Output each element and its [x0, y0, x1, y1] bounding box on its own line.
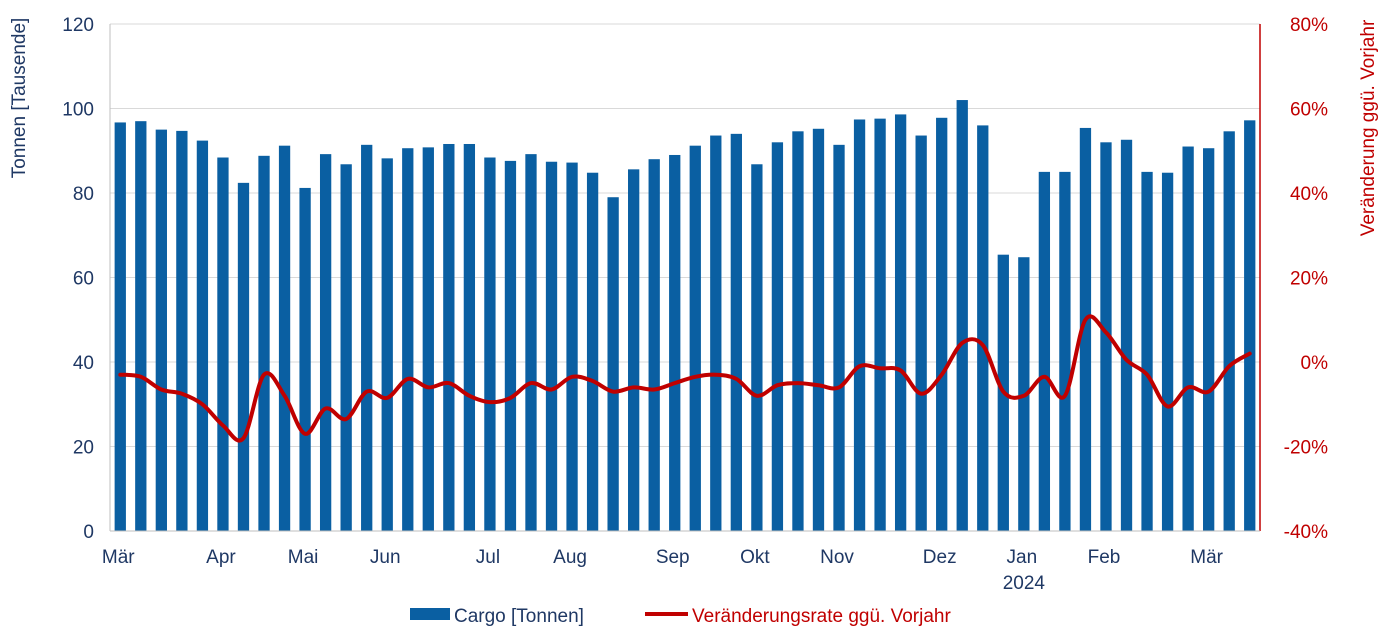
x-tick-12: Mär	[1190, 547, 1223, 568]
bar-cargo-50	[1141, 171, 1153, 531]
bar-cargo-54	[1223, 131, 1235, 531]
y-tick-right-5: 60%	[1290, 100, 1328, 121]
x-tick-10: Jan	[1007, 547, 1038, 568]
bar-cargo-13	[381, 158, 393, 532]
y-tick-left-5: 100	[62, 100, 94, 121]
bar-cargo-5	[217, 157, 229, 531]
x-tick-0: Mär	[102, 547, 135, 568]
bar-cargo-45	[1038, 171, 1051, 531]
bar-cargo-25	[628, 169, 640, 531]
bar-cargo-37	[874, 118, 886, 531]
y-tick-left-0: 0	[83, 522, 94, 543]
legend-swatch-cargo	[410, 608, 450, 620]
bar-cargo-15	[422, 147, 434, 531]
bar-cargo-39	[915, 135, 927, 532]
bar-cargo-10	[319, 154, 332, 531]
bar-cargo-55	[1244, 120, 1256, 531]
bar-cargo-1	[135, 121, 147, 532]
y-axis-title-left: Tonnen [Tausende]	[9, 18, 30, 179]
line-change-rate	[118, 314, 1252, 443]
bar-cargo-52	[1182, 146, 1194, 531]
bar-cargo-31	[751, 164, 763, 531]
tick-labels: 0 20 40 60 80 100 120 -40% -20% 0% 20% 40% 60% 80% Mär…	[62, 15, 1328, 594]
x-tick-4: Jul	[476, 547, 500, 568]
y-tick-right-1: -20%	[1284, 438, 1328, 459]
change-rate-line	[118, 314, 1252, 443]
bar-cargo-14	[402, 148, 414, 531]
x-tick-7: Okt	[740, 547, 770, 568]
y-tick-right-3: 20%	[1290, 269, 1328, 290]
y-axis-title-right: Veränderung ggü. Vorjahr	[1358, 19, 1379, 236]
x-tick-8: Nov	[820, 547, 854, 568]
x-tick-1: Apr	[206, 547, 236, 568]
bar-cargo-7	[258, 155, 270, 531]
y-tick-right-4: 40%	[1290, 184, 1328, 205]
bar-cargo-42	[977, 125, 989, 532]
bar-cargo-21	[545, 161, 558, 532]
bar-cargo-30	[730, 133, 742, 531]
bar-cargo-51	[1161, 172, 1174, 531]
bar-cargo-17	[463, 143, 476, 532]
bar-cargo-26	[648, 159, 660, 531]
bar-cargo-38	[894, 114, 907, 531]
y-tick-right-0: -40%	[1284, 522, 1328, 543]
bar-cargo-24	[607, 197, 619, 531]
bar-cargo-53	[1203, 148, 1215, 531]
bar-cargo-18	[484, 157, 496, 531]
bar-cargo-11	[340, 164, 352, 531]
bar-cargo-6	[237, 182, 250, 532]
bar-cargo-16	[443, 143, 455, 532]
x-tick-2: Mai	[288, 547, 319, 568]
y-tick-left-1: 20	[73, 438, 94, 459]
bar-cargo-27	[669, 154, 681, 531]
bar-cargo-29	[710, 135, 722, 532]
bar-cargo-32	[771, 142, 784, 532]
bar-cargo-0	[114, 122, 126, 531]
bar-cargo-4	[196, 140, 209, 532]
bar-cargo-9	[299, 187, 311, 531]
bar-cargo-35	[833, 144, 845, 531]
bar-cargo-47	[1079, 127, 1092, 531]
bar-cargo-20	[525, 154, 537, 531]
cargo-bars	[114, 100, 1256, 532]
legend-label-change-rate: Veränderungsrate ggü. Vorjahr	[692, 606, 951, 627]
axes	[109, 24, 1261, 532]
bar-cargo-23	[586, 172, 599, 531]
y-tick-left-3: 60	[73, 269, 94, 290]
bar-cargo-8	[278, 145, 291, 531]
legend: Cargo [Tonnen] Veränderungsrate ggü. Vor…	[410, 606, 951, 627]
legend-label-cargo: Cargo [Tonnen]	[454, 606, 584, 627]
bar-cargo-22	[566, 162, 578, 531]
bar-cargo-34	[812, 128, 825, 531]
x-tick-9: Dez	[923, 547, 957, 568]
bar-cargo-2	[155, 129, 167, 531]
bar-cargo-19	[504, 160, 517, 531]
x-tick-year: 2024	[1003, 573, 1046, 594]
y-tick-left-6: 120	[62, 15, 94, 36]
x-tick-11: Feb	[1088, 547, 1121, 568]
y-tick-left-2: 40	[73, 353, 94, 374]
bar-cargo-49	[1120, 139, 1133, 531]
x-tick-6: Sep	[656, 547, 690, 568]
bar-cargo-3	[176, 130, 188, 531]
y-tick-right-2: 0%	[1301, 353, 1329, 374]
bar-cargo-36	[853, 119, 866, 532]
y-tick-left-4: 80	[73, 184, 94, 205]
bar-cargo-40	[936, 117, 948, 532]
bar-cargo-28	[689, 145, 701, 531]
bar-cargo-48	[1100, 142, 1112, 532]
bar-cargo-46	[1059, 171, 1071, 531]
y-tick-right-6: 80%	[1290, 15, 1328, 36]
bar-cargo-41	[956, 100, 968, 532]
x-tick-5: Aug	[553, 547, 587, 568]
bar-cargo-33	[792, 131, 804, 531]
bar-cargo-12	[361, 144, 373, 531]
x-tick-3: Jun	[370, 547, 401, 568]
